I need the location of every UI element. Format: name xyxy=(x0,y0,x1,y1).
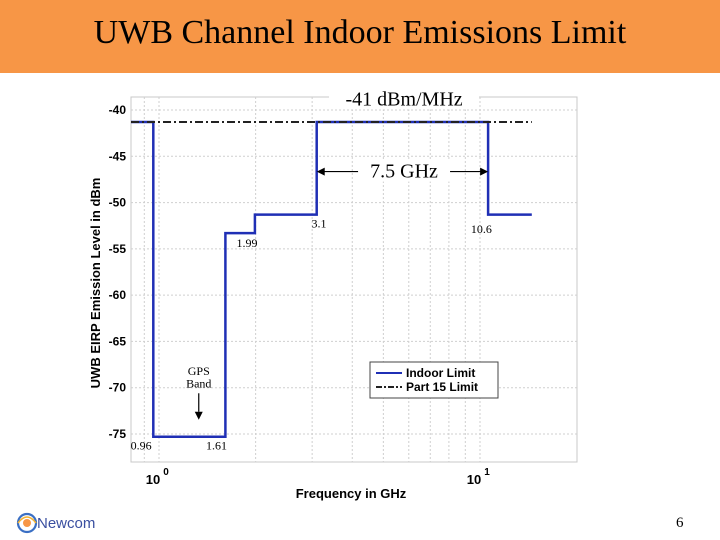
x-tick-exponent: 0 xyxy=(163,467,169,478)
legend-entry-0: Indoor Limit xyxy=(406,366,475,380)
legend-entry-1: Part 15 Limit xyxy=(406,380,478,394)
logo-text: Newcom xyxy=(37,515,96,532)
newcom-logo xyxy=(16,512,38,534)
page-number: 6 xyxy=(676,515,684,531)
annotation-f1060: 10.6 xyxy=(471,222,492,236)
bandwidth-arrow-right xyxy=(480,167,489,176)
y-tick-label: -55 xyxy=(109,242,127,256)
annotation-bandwidth: 7.5 GHz xyxy=(370,161,438,183)
legend-box xyxy=(369,361,499,399)
grid-lines xyxy=(131,97,577,462)
x-tick-exponent: 1 xyxy=(484,467,490,478)
y-tick-label: -45 xyxy=(109,149,127,163)
annotation-f161: 1.61 xyxy=(206,439,227,453)
title-bar xyxy=(0,0,720,73)
annotation-gps2: Band xyxy=(186,377,211,391)
x-axis-label: Frequency in GHz xyxy=(296,486,407,501)
annotation-bg xyxy=(329,87,480,110)
bandwidth-arrow-left xyxy=(316,167,325,176)
annotation-f096: 0.96 xyxy=(131,439,152,453)
y-axis-label: UWB EIRP Emission Level in dBm xyxy=(88,178,103,389)
annotation-bg xyxy=(358,159,451,182)
annotation-emission: -41 dBm/MHz xyxy=(345,88,462,110)
y-tick-label: -60 xyxy=(109,288,127,302)
y-tick-label: -75 xyxy=(109,427,127,441)
y-tick-label: -50 xyxy=(109,196,127,210)
y-tick-label: -70 xyxy=(109,381,127,395)
slide-title: UWB Channel Indoor Emissions Limit xyxy=(93,14,627,51)
y-tick-label: -40 xyxy=(109,103,127,117)
x-tick-label: 10 xyxy=(467,472,481,487)
annotation-f310: 3.1 xyxy=(311,217,326,231)
series-lines xyxy=(131,120,532,439)
y-tick-label: -65 xyxy=(109,334,127,348)
indoor-limit-line xyxy=(131,120,532,439)
plot-area xyxy=(130,96,578,463)
gps-arrow-head xyxy=(194,411,203,420)
annotation-f199: 1.99 xyxy=(237,236,258,250)
annotation-gps1: GPS xyxy=(188,364,210,378)
x-tick-label: 10 xyxy=(146,472,160,487)
